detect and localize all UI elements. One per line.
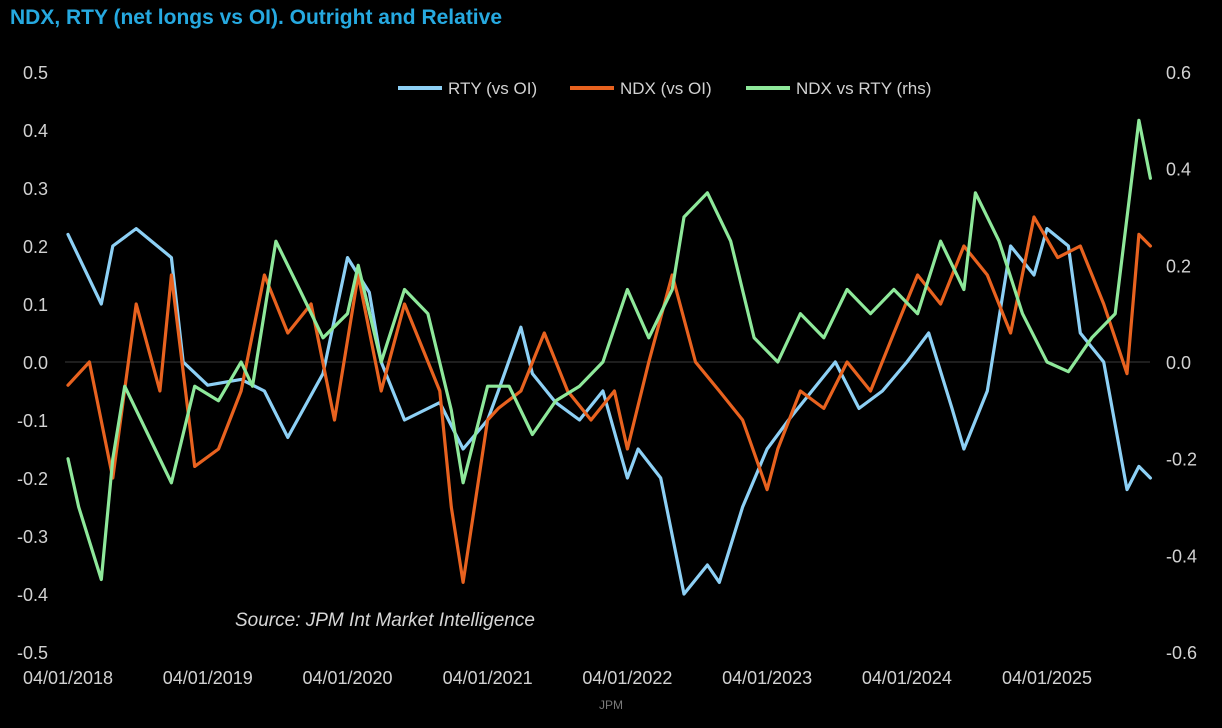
- y-left-tick-label: -0.4: [17, 585, 48, 605]
- legend: RTY (vs OI) NDX (vs OI) NDX vs RTY (rhs): [398, 79, 931, 98]
- x-axis: 04/01/2018 04/01/2019 04/01/2020 04/01/2021…: [23, 668, 1092, 688]
- y-left-tick-label: -0.2: [17, 469, 48, 489]
- y-axis-left: 0.5 0.4 0.3 0.2 0.1 0.0 -0.1 -0.2 -0.3 -0.4 -0.5: [17, 63, 48, 663]
- y-left-tick-label: 0.2: [23, 237, 48, 257]
- y-left-tick-label: -0.5: [17, 643, 48, 663]
- series-line-1: [66, 215, 1153, 585]
- y-right-tick-label: 0.0: [1166, 353, 1191, 373]
- x-tick-label: 04/01/2022: [582, 668, 672, 688]
- plot-lines: [66, 118, 1153, 596]
- y-left-tick-label: -0.1: [17, 411, 48, 431]
- x-tick-label: 04/01/2024: [862, 668, 952, 688]
- series-line-2: [66, 118, 1153, 582]
- source-note: Source: JPM Int Market Intelligence: [235, 610, 535, 631]
- legend-label: NDX (vs OI): [620, 79, 712, 98]
- chart-title: NDX, RTY (net longs vs OI). Outright and…: [10, 6, 503, 29]
- y-left-tick-label: 0.3: [23, 179, 48, 199]
- x-tick-label: 04/01/2018: [23, 668, 113, 688]
- watermark-credit: JPM: [599, 698, 623, 712]
- y-right-tick-label: -0.6: [1166, 643, 1197, 663]
- legend-label: RTY (vs OI): [448, 79, 537, 98]
- x-tick-label: 04/01/2021: [443, 668, 533, 688]
- legend-label: NDX vs RTY (rhs): [796, 79, 931, 98]
- y-right-tick-label: 0.4: [1166, 160, 1191, 180]
- y-left-tick-label: 0.5: [23, 63, 48, 83]
- x-tick-label: 04/01/2025: [1002, 668, 1092, 688]
- y-axis-right: 0.6 0.4 0.2 0.0 -0.2 -0.4 -0.6: [1166, 63, 1197, 663]
- y-left-tick-label: 0.4: [23, 121, 48, 141]
- x-tick-label: 04/01/2023: [722, 668, 812, 688]
- y-right-tick-label: -0.4: [1166, 546, 1197, 566]
- y-left-tick-label: 0.0: [23, 353, 48, 373]
- y-right-tick-label: -0.2: [1166, 450, 1197, 470]
- y-left-tick-label: -0.3: [17, 527, 48, 547]
- x-tick-label: 04/01/2019: [163, 668, 253, 688]
- x-tick-label: 04/01/2020: [302, 668, 392, 688]
- y-right-tick-label: 0.6: [1166, 63, 1191, 83]
- y-left-tick-label: 0.1: [23, 295, 48, 315]
- series-line-0: [66, 227, 1153, 596]
- y-right-tick-label: 0.2: [1166, 256, 1191, 276]
